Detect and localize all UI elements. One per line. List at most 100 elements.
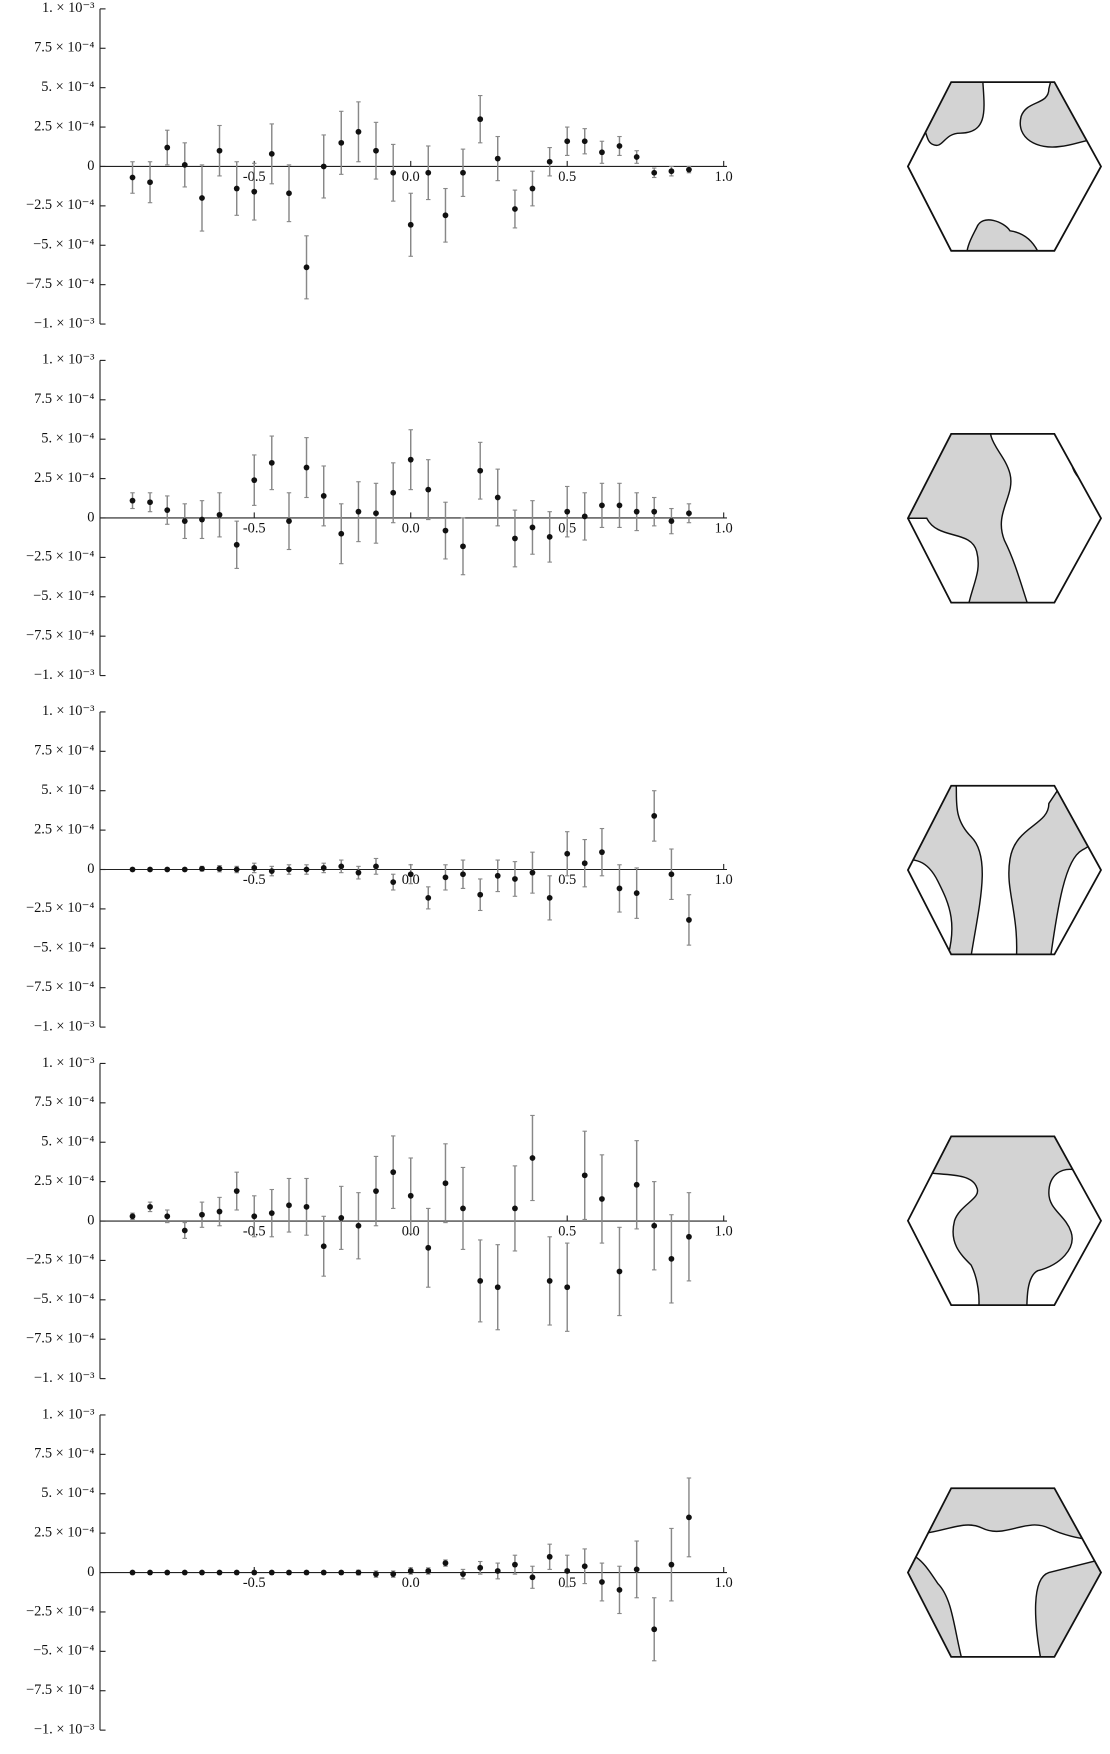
data-point	[234, 867, 240, 873]
data-point	[530, 870, 536, 876]
y-tick-label: 1. × 10⁻³	[42, 0, 95, 16]
data-point	[304, 867, 310, 873]
data-point	[564, 851, 570, 857]
y-tick-label: −1. × 10⁻³	[34, 315, 95, 331]
data-point	[199, 866, 205, 872]
hexagon-diagram	[893, 67, 1110, 267]
data-point	[147, 1570, 153, 1576]
data-point	[199, 195, 205, 201]
data-point	[373, 148, 379, 154]
data-point	[425, 487, 431, 493]
y-tick-label: 2.5 × 10⁻⁴	[34, 1173, 94, 1189]
data-point	[373, 510, 379, 516]
y-tick-label: −5. × 10⁻⁴	[33, 1291, 94, 1307]
data-point	[617, 143, 623, 149]
y-tick-label: −7.5 × 10⁻⁴	[26, 1331, 95, 1347]
y-tick-label: 1. × 10⁻³	[42, 1406, 95, 1422]
data-point	[269, 460, 275, 466]
y-tick-label: −7.5 × 10⁻⁴	[26, 1682, 95, 1698]
data-point	[530, 1155, 536, 1161]
data-point	[408, 222, 414, 228]
x-tick-label: 0.5	[558, 169, 576, 185]
data-point	[460, 1571, 466, 1577]
data-point	[408, 871, 414, 877]
data-point	[617, 1269, 623, 1275]
y-tick-label: −2.5 × 10⁻⁴	[26, 197, 95, 213]
data-point	[547, 534, 553, 540]
data-point	[564, 509, 570, 515]
data-point	[373, 863, 379, 869]
data-point	[547, 159, 553, 165]
y-tick-label: −1. × 10⁻³	[34, 1370, 95, 1386]
data-point	[338, 1215, 344, 1221]
y-tick-label: 0	[87, 1564, 94, 1580]
data-point	[390, 879, 396, 885]
y-tick-label: 7.5 × 10⁻⁴	[34, 40, 94, 56]
data-point	[425, 1245, 431, 1251]
data-point	[477, 116, 483, 122]
data-point	[338, 863, 344, 869]
y-tick-label: 7.5 × 10⁻⁴	[34, 743, 94, 759]
data-point	[425, 170, 431, 176]
data-point	[651, 813, 657, 819]
data-point	[182, 1228, 188, 1234]
data-point	[495, 1284, 501, 1290]
data-point	[217, 512, 223, 518]
y-tick-label: 2.5 × 10⁻⁴	[34, 821, 94, 837]
y-tick-label: −1. × 10⁻³	[34, 1721, 95, 1737]
data-point	[651, 170, 657, 176]
data-point	[443, 212, 449, 218]
data-point	[669, 871, 675, 877]
y-tick-label: 2.5 × 10⁻⁴	[34, 1524, 94, 1540]
data-point	[286, 867, 292, 873]
data-point	[251, 1570, 257, 1576]
data-point	[634, 1567, 640, 1573]
y-tick-label: 0	[87, 1212, 94, 1228]
y-tick-label: −2.5 × 10⁻⁴	[26, 900, 95, 916]
data-point	[130, 867, 136, 873]
data-point	[599, 502, 605, 508]
data-point	[686, 510, 692, 516]
y-tick-label: 5. × 10⁻⁴	[41, 1134, 94, 1150]
data-point	[651, 1626, 657, 1632]
data-point	[582, 1172, 588, 1178]
y-tick-label: 1. × 10⁻³	[42, 703, 95, 719]
data-point	[356, 129, 362, 135]
y-tick-label: −7.5 × 10⁻⁴	[26, 979, 95, 995]
data-point	[564, 138, 570, 144]
data-point	[547, 1554, 553, 1560]
data-point	[408, 1568, 414, 1574]
hexagon-diagram	[893, 418, 1110, 618]
x-tick-label: 0.0	[402, 520, 420, 536]
data-point	[217, 866, 223, 872]
data-point	[373, 1571, 379, 1577]
data-point	[182, 162, 188, 168]
data-point	[182, 1570, 188, 1576]
x-tick-label: 0.5	[558, 1223, 576, 1239]
data-point	[460, 543, 466, 549]
data-point	[425, 895, 431, 901]
data-point	[512, 536, 518, 542]
x-tick-label: 1.0	[715, 1223, 733, 1239]
data-point	[651, 509, 657, 515]
data-point	[564, 1568, 570, 1574]
data-point	[443, 875, 449, 881]
data-point	[164, 1570, 170, 1576]
data-point	[669, 168, 675, 174]
data-point	[251, 189, 257, 195]
figure: 1. × 10⁻³ 7.5 × 10⁻⁴ 5. × 10⁻⁴ 2.5 × 10⁻⁴ 0 −…	[0, 0, 1110, 1749]
x-tick-label: 0.0	[402, 169, 420, 185]
data-point	[443, 1560, 449, 1566]
data-point	[582, 860, 588, 866]
data-point	[390, 1571, 396, 1577]
x-tick-label: -0.5	[243, 520, 266, 536]
data-point	[130, 1570, 136, 1576]
y-tick-label: −7.5 × 10⁻⁴	[26, 276, 95, 292]
data-point	[634, 1182, 640, 1188]
data-point	[147, 1204, 153, 1210]
data-point	[460, 1206, 466, 1212]
x-tick-label: -0.5	[243, 1575, 266, 1591]
data-point	[304, 264, 310, 270]
hexagon-diagram	[893, 770, 1110, 970]
data-point	[234, 1570, 240, 1576]
